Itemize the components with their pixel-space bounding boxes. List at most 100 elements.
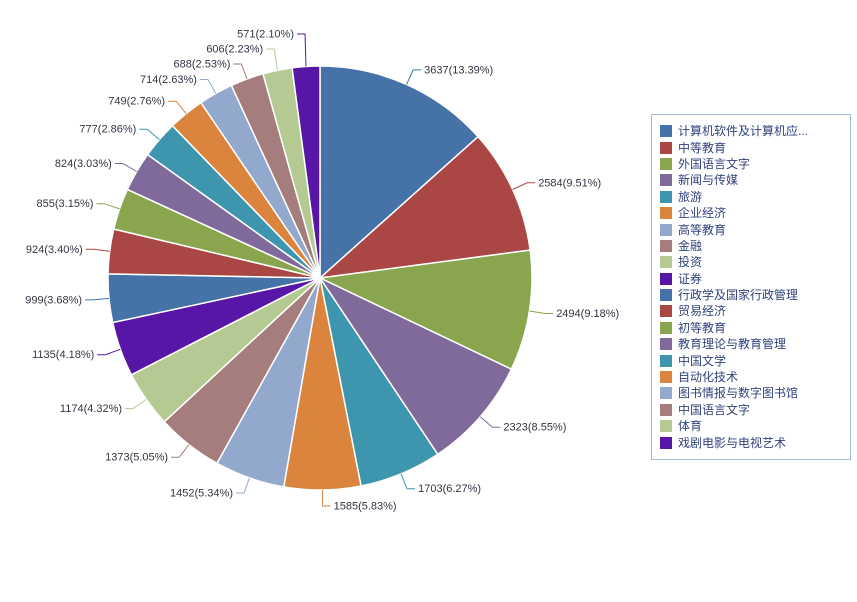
legend-item[interactable]: 中等教育 — [660, 139, 842, 155]
slice-label: 777(2.86%) — [79, 124, 136, 136]
label-leader-line — [322, 489, 331, 507]
slice-label: 3637(13.39%) — [424, 64, 493, 76]
slice-label: 999(3.68%) — [25, 294, 82, 306]
slice-label: 606(2.23%) — [206, 44, 263, 56]
legend-label: 投资 — [678, 256, 703, 269]
legend-swatch — [660, 223, 672, 236]
legend-item[interactable]: 自动化技术 — [660, 369, 842, 385]
legend-label: 中等教育 — [678, 141, 727, 154]
label-leader-line — [85, 248, 110, 252]
label-leader-line — [266, 48, 278, 71]
legend-label: 初等教育 — [678, 321, 727, 334]
pie-slice[interactable] — [319, 65, 480, 280]
legend-swatch — [660, 174, 672, 187]
legend-item[interactable]: 高等教育 — [660, 221, 842, 237]
legend-item[interactable]: 贸易经济 — [660, 303, 842, 319]
legend-label: 自动化技术 — [678, 371, 739, 384]
label-leader-line — [125, 398, 147, 410]
legend-label: 外国语言文字 — [678, 157, 751, 170]
legend-swatch — [660, 338, 672, 351]
legend-item[interactable]: 行政学及国家行政管理 — [660, 287, 842, 303]
label-leader-line — [85, 297, 110, 301]
label-leader-line — [479, 416, 501, 428]
label-leader-line — [512, 182, 536, 190]
slice-label: 1452(5.34%) — [170, 488, 233, 500]
legend-label: 体育 — [678, 420, 703, 433]
legend-label: 贸易经济 — [678, 305, 727, 318]
label-leader-line — [97, 348, 121, 356]
legend-item[interactable]: 证券 — [660, 271, 842, 287]
label-leader-line — [236, 477, 250, 494]
slice-label: 1174(4.32%) — [60, 403, 122, 415]
legend-swatch — [660, 141, 672, 154]
legend-item[interactable]: 戏剧电影与电视艺术 — [660, 434, 842, 450]
slice-label: 2494(9.18%) — [556, 308, 619, 320]
legend: 计算机软件及计算机应... 中等教育外国语言文字 新闻与传媒旅游企业经济高等教育金融… — [651, 114, 851, 460]
legend-swatch — [660, 321, 672, 334]
legend-swatch — [660, 403, 672, 416]
legend-swatch — [660, 207, 672, 220]
slice-label: 714(2.63%) — [140, 74, 197, 86]
legend-label: 教育理论与教育管理 — [678, 338, 787, 351]
legend-item[interactable]: 计算机软件及计算机应... — [660, 123, 842, 139]
legend-swatch — [660, 157, 672, 170]
slice-label: 1703(6.27%) — [418, 483, 481, 495]
legend-swatch — [660, 305, 672, 318]
legend-item[interactable]: 新闻与传媒 — [660, 172, 842, 188]
legend-swatch — [660, 387, 672, 400]
legend-item[interactable]: 图书情报与数字图书馆 — [660, 385, 842, 401]
pie-slice[interactable] — [317, 135, 532, 280]
slice-label: 924(3.40%) — [26, 244, 83, 256]
legend-swatch — [660, 256, 672, 269]
legend-swatch — [660, 436, 672, 449]
legend-label: 证券 — [678, 272, 703, 285]
legend-item[interactable]: 中国文学 — [660, 352, 842, 368]
legend-swatch — [660, 420, 672, 433]
legend-label: 中国文学 — [678, 354, 727, 367]
legend-swatch — [660, 354, 672, 367]
label-leader-line — [406, 69, 422, 85]
label-leader-line — [529, 310, 554, 314]
legend-label: 计算机软件及计算机应... — [678, 125, 809, 138]
label-leader-line — [139, 128, 160, 140]
legend-label: 高等教育 — [678, 223, 727, 236]
legend-item[interactable]: 初等教育 — [660, 320, 842, 336]
slice-label: 1585(5.83%) — [334, 501, 397, 513]
slice-label: 2584(9.51%) — [538, 177, 601, 189]
label-leader-line — [233, 63, 248, 80]
legend-swatch — [660, 125, 672, 138]
legend-item[interactable]: 教育理论与教育管理 — [660, 336, 842, 352]
label-leader-line — [297, 33, 307, 67]
legend-label: 企业经济 — [678, 207, 727, 220]
slice-label: 1373(5.05%) — [105, 452, 168, 464]
legend-item[interactable]: 金融 — [660, 238, 842, 254]
legend-swatch — [660, 272, 672, 285]
slice-label: 571(2.10%) — [237, 29, 294, 41]
legend-label: 图书情报与数字图书馆 — [678, 387, 799, 400]
label-leader-line — [199, 79, 217, 94]
legend-label: 戏剧电影与电视艺术 — [678, 436, 787, 449]
legend-swatch — [660, 239, 672, 252]
label-leader-line — [400, 473, 416, 490]
label-leader-line — [114, 163, 137, 172]
slice-label: 2323(8.55%) — [503, 422, 566, 434]
legend-item[interactable]: 体育 — [660, 418, 842, 434]
legend-item[interactable]: 中国语言文字 — [660, 402, 842, 418]
legend-item[interactable]: 外国语言文字 — [660, 156, 842, 172]
legend-item[interactable]: 旅游 — [660, 189, 842, 205]
label-leader-line — [171, 444, 190, 458]
legend-label: 新闻与传媒 — [678, 174, 739, 187]
legend-item[interactable]: 投资 — [660, 254, 842, 270]
legend-label: 金融 — [678, 239, 703, 252]
label-leader-line — [168, 100, 187, 114]
slice-label: 1135(4.18%) — [32, 349, 94, 361]
legend-item[interactable]: 企业经济 — [660, 205, 842, 221]
pie-slice[interactable] — [317, 249, 533, 371]
legend-label: 中国语言文字 — [678, 403, 751, 416]
slice-label: 749(2.76%) — [108, 96, 165, 108]
legend-label: 行政学及国家行政管理 — [678, 289, 799, 302]
legend-swatch — [660, 289, 672, 302]
legend-label: 旅游 — [678, 190, 703, 203]
